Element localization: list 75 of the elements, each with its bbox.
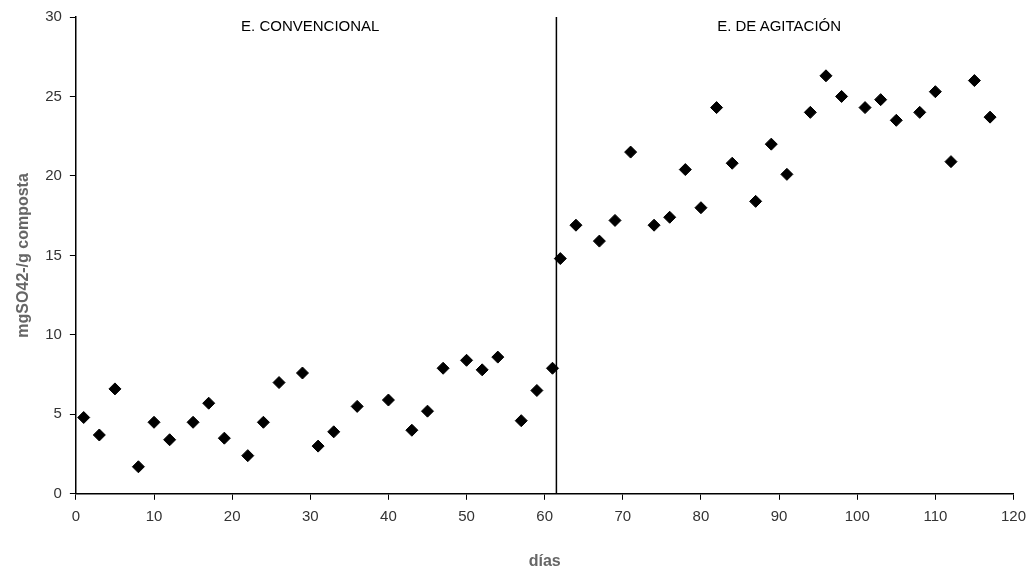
- y-tick-label: 0: [53, 483, 62, 501]
- point: [624, 145, 638, 159]
- point: [858, 101, 872, 115]
- y-tick-label: 20: [45, 166, 62, 184]
- point: [874, 93, 888, 107]
- point: [491, 350, 505, 364]
- point: [694, 201, 708, 215]
- annotation: E. DE AGITACIÓN: [717, 17, 842, 35]
- x-tick-label: 40: [380, 506, 397, 524]
- point: [77, 411, 91, 425]
- point: [147, 415, 161, 429]
- point: [967, 74, 981, 88]
- point: [803, 105, 817, 119]
- x-tick-label: 0: [71, 506, 81, 524]
- point: [913, 105, 927, 119]
- x-tick-label: 30: [301, 506, 319, 524]
- point: [217, 431, 231, 445]
- y-axis-title: mgSO42-/g composta: [14, 173, 32, 338]
- point: [780, 167, 794, 181]
- x-tick-label: 90: [770, 506, 788, 524]
- x-tick-label: 10: [145, 506, 163, 524]
- point: [678, 163, 692, 177]
- point: [553, 252, 567, 266]
- point: [202, 396, 216, 410]
- point: [725, 156, 739, 170]
- point: [647, 218, 661, 232]
- x-tick-label: 80: [692, 506, 710, 524]
- y-tick-label: 30: [45, 7, 62, 25]
- point: [295, 366, 309, 380]
- annotation: E. CONVENCIONAL: [241, 17, 380, 35]
- point: [569, 218, 583, 232]
- point: [436, 361, 450, 375]
- point: [311, 439, 325, 453]
- y-tick-label: 25: [45, 86, 62, 104]
- point: [928, 85, 942, 99]
- point: [764, 137, 778, 151]
- y-tick-label: 5: [53, 404, 62, 422]
- point: [608, 213, 622, 227]
- point: [546, 361, 559, 375]
- point: [889, 113, 903, 127]
- point: [241, 449, 255, 463]
- point: [327, 425, 341, 439]
- point: [530, 383, 544, 397]
- x-tick-label: 120: [1000, 506, 1026, 524]
- point: [944, 155, 958, 169]
- point: [405, 423, 419, 437]
- point: [92, 428, 106, 442]
- point: [131, 460, 145, 474]
- point: [186, 415, 200, 429]
- y-tick-label: 10: [45, 325, 62, 343]
- point: [108, 382, 122, 396]
- point: [460, 353, 474, 367]
- point: [983, 110, 997, 124]
- point: [163, 433, 177, 447]
- x-tick-label: 50: [458, 506, 475, 524]
- x-tick-label: 110: [923, 506, 948, 524]
- point: [350, 399, 364, 413]
- x-axis-title: días: [528, 551, 561, 569]
- x-tick-label: 100: [844, 506, 870, 524]
- point: [663, 210, 677, 224]
- point: [749, 194, 763, 208]
- point: [475, 363, 489, 377]
- point: [835, 89, 849, 103]
- point: [514, 414, 528, 428]
- y-tick-label: 15: [45, 245, 62, 263]
- x-tick-label: 20: [223, 506, 241, 524]
- x-tick-label: 70: [614, 506, 632, 524]
- point: [592, 234, 606, 248]
- point: [272, 376, 286, 390]
- point: [256, 415, 270, 429]
- point: [381, 393, 395, 407]
- point: [819, 69, 833, 83]
- point: [710, 101, 724, 115]
- point: [420, 404, 434, 418]
- x-tick-label: 60: [536, 506, 554, 524]
